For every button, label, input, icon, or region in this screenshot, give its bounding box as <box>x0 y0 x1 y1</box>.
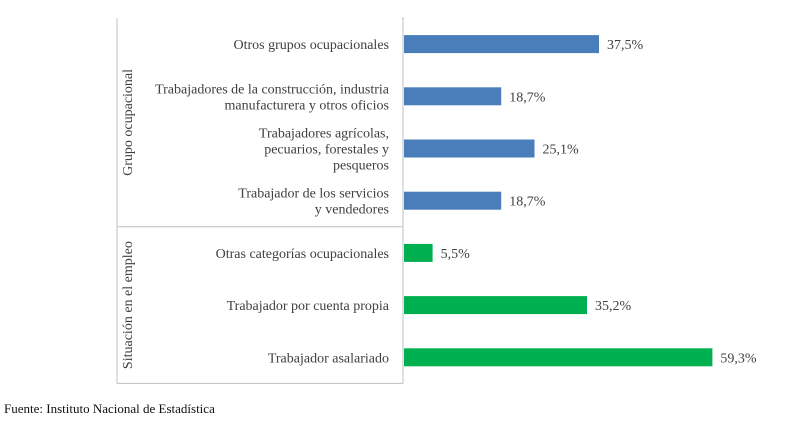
bar <box>404 191 502 210</box>
category-label: Trabajadores de la construcción, industr… <box>155 82 390 97</box>
data-label: 25,1% <box>543 143 580 158</box>
category-label: Trabajador de los servicios <box>238 187 389 202</box>
category-label: Trabajador asalariado <box>268 351 389 366</box>
category-label: Trabajadores agrícolas, <box>259 127 389 142</box>
data-label: 35,2% <box>595 299 632 314</box>
bar <box>404 243 433 262</box>
data-label: 18,7% <box>509 90 546 105</box>
bar <box>404 296 587 315</box>
bar-chart: 37,5% Otros grupos ocupacionales 18,7% Trab… <box>116 17 757 384</box>
category-label: manufacturera y otros oficios <box>225 98 389 113</box>
group-label: Grupo ocupacional <box>121 69 136 176</box>
category-label: y vendedores <box>315 203 389 218</box>
data-label: 5,5% <box>441 247 471 262</box>
category-label: Otros grupos ocupacionales <box>233 38 389 53</box>
group-label: Situación en el empleo <box>121 241 136 369</box>
category-label: Trabajador por cuenta propia <box>227 299 390 314</box>
bar <box>404 35 599 54</box>
bar <box>404 139 535 158</box>
data-label: 37,5% <box>607 38 644 53</box>
source-note: Fuente: Instituto Nacional de Estadístic… <box>4 401 215 416</box>
category-label: pecuarios, forestales y <box>264 143 389 158</box>
data-label: 18,7% <box>509 195 546 210</box>
bar <box>404 348 713 367</box>
data-label: 59,3% <box>720 351 757 366</box>
category-label: Otras categorías ocupacionales <box>216 247 389 262</box>
category-label: pesqueros <box>333 159 389 174</box>
bar <box>404 87 502 106</box>
